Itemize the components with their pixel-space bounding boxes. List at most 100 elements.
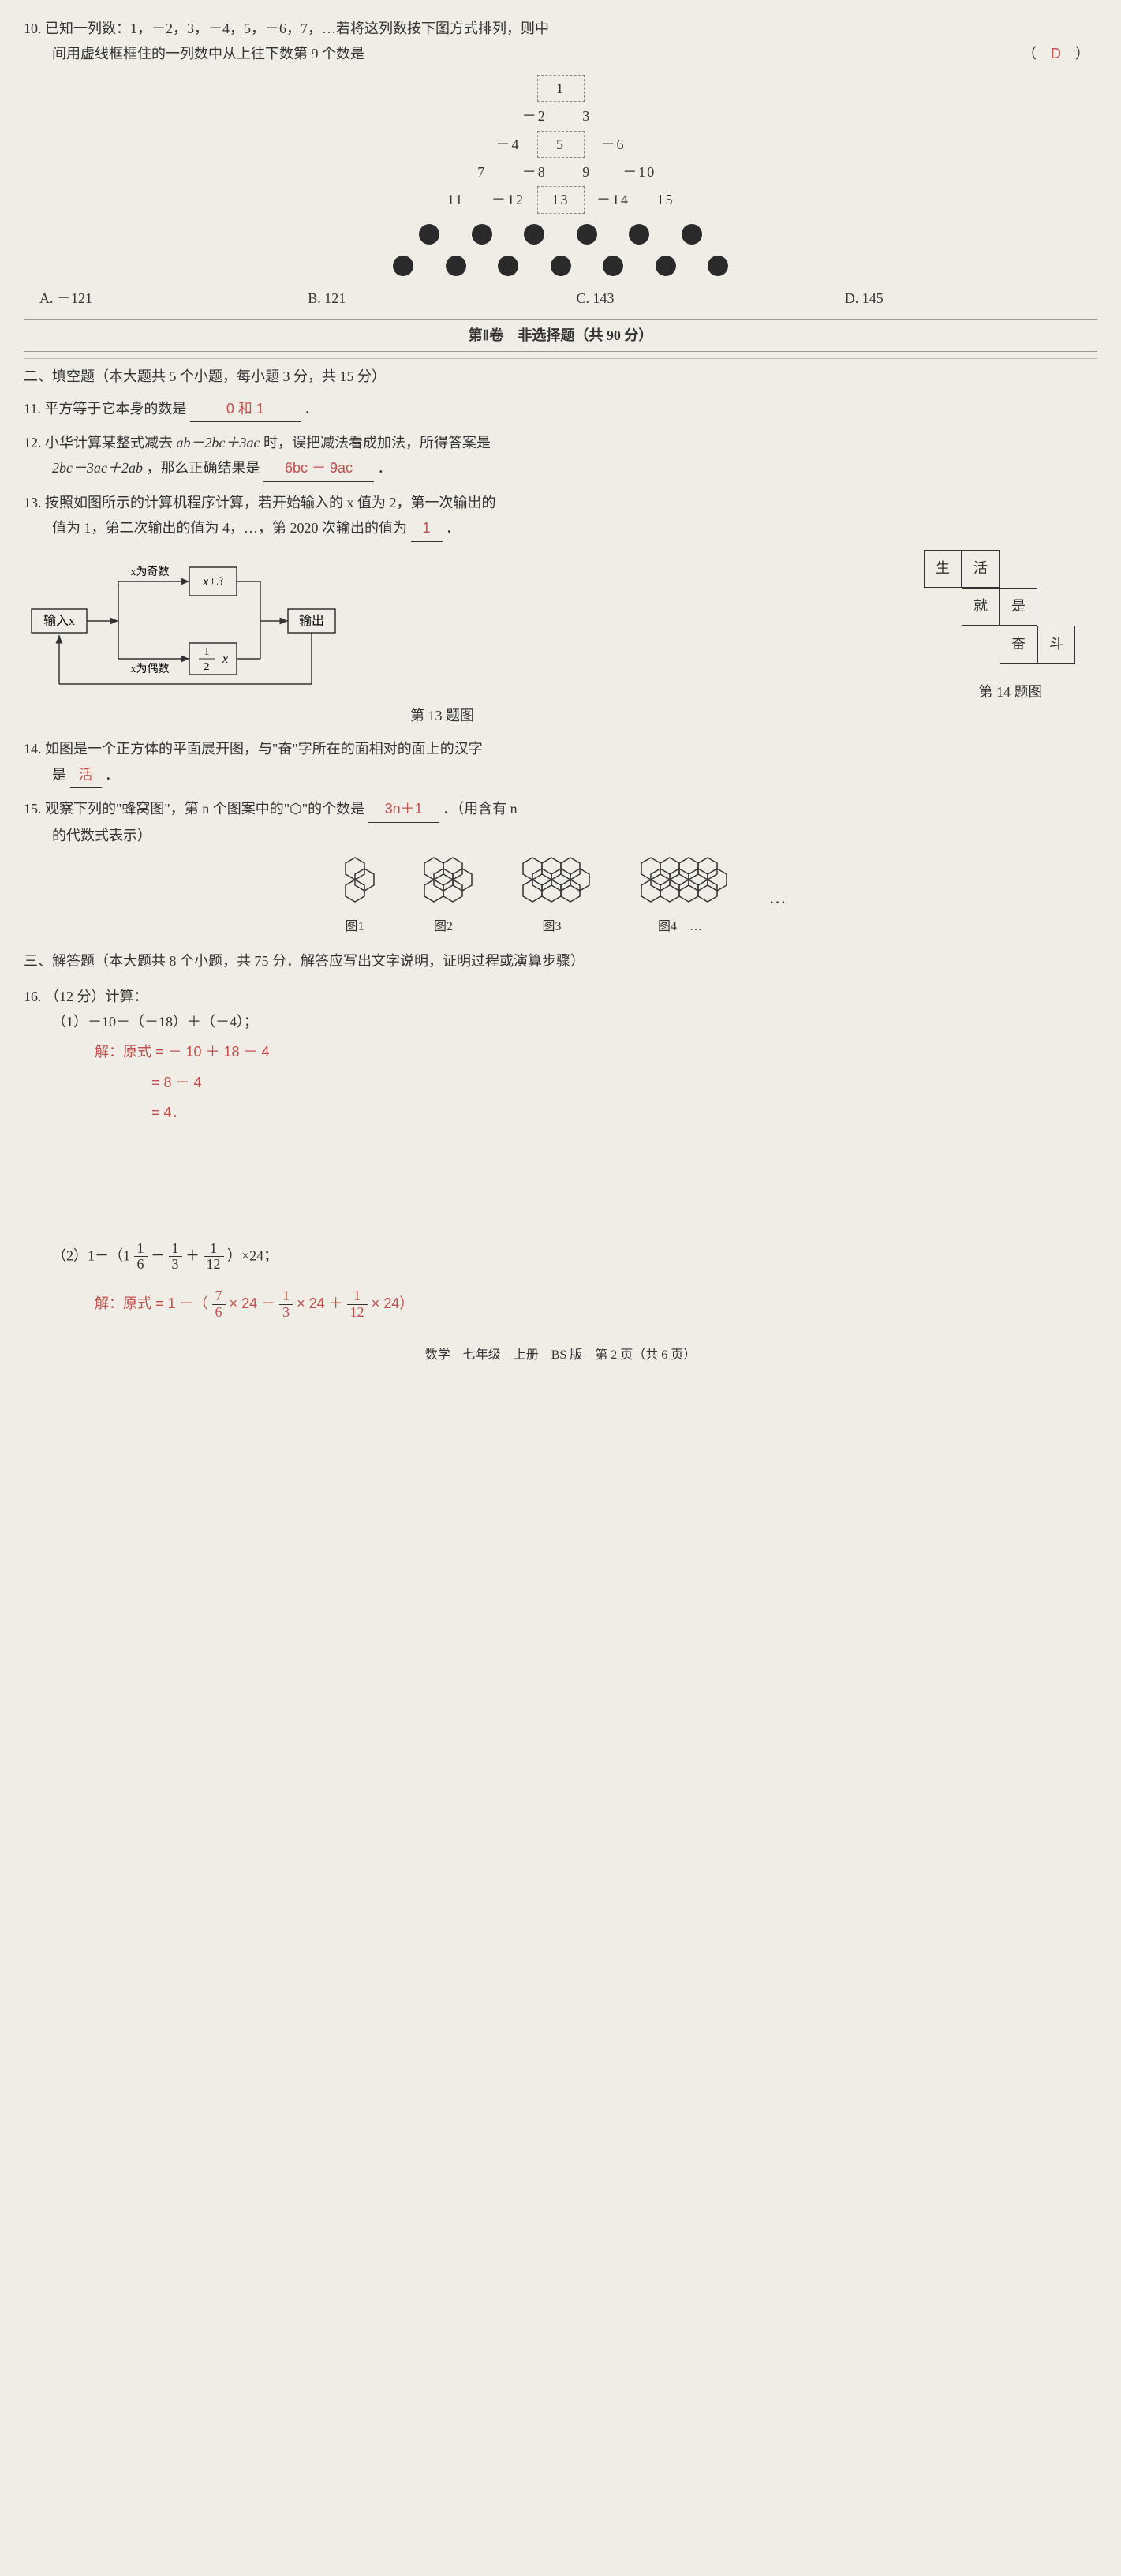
pyramid-r3c3: －6 — [589, 132, 637, 157]
q11-number: 11. — [24, 401, 41, 417]
q16-p2-suffix: ）×24； — [227, 1247, 278, 1263]
q15-line1a: 观察下列的"蜂窝图"，第 n 个图案中的"⬡"的个数是 — [45, 801, 364, 817]
hex-icon — [631, 856, 730, 903]
q11-tail: ． — [304, 401, 318, 417]
frac-num: 1 — [134, 1241, 148, 1258]
q12-number: 12. — [24, 435, 42, 451]
pyramid-r4c2: －8 — [510, 159, 558, 185]
question-10: 10. 已知一列数：1，－2，3，－4，5，－6，7，…若将这列数按下图方式排列… — [24, 16, 1097, 311]
frac-den: 6 — [134, 1257, 148, 1273]
frac-den: 3 — [169, 1257, 182, 1273]
q16-number: 16. — [24, 989, 42, 1004]
q12-line1a: 小华计算某整式减去 — [45, 435, 177, 451]
pyramid-r1c1: 1 — [537, 75, 585, 102]
flow-odd-label: x为奇数 — [131, 565, 170, 578]
frac-num: 1 — [204, 1241, 224, 1258]
frac-num: 7 — [212, 1288, 226, 1305]
question-14: 14. 如图是一个正方体的平面展开图，与"奋"字所在的面相对的面上的汉字 是 活… — [24, 736, 1097, 788]
pyramid-r4c4: －10 — [615, 159, 663, 185]
dot-icon — [419, 224, 439, 245]
times24b: × 24 ＋ — [297, 1295, 347, 1311]
frac-num: 1 — [279, 1288, 293, 1305]
q16-p2-s-prefix: 解：原式 = 1 －（ — [95, 1295, 208, 1311]
honey-2: 图2 — [414, 856, 473, 939]
frac-num: 1 — [347, 1288, 368, 1305]
cube-cell-1: 生 — [924, 550, 962, 588]
flow-even-var: x — [222, 652, 228, 666]
dot-icon — [472, 224, 492, 245]
q13-line1: 按照如图所示的计算机程序计算，若开始输入的 x 值为 2，第一次输出的 — [45, 495, 496, 510]
frac-den: 3 — [279, 1305, 293, 1321]
q14-line2a: 是 — [52, 767, 66, 783]
q15-blank: 3n＋1 — [368, 796, 439, 822]
spacer — [24, 1131, 1097, 1241]
hex-icon — [513, 856, 592, 903]
q16-head: （12 分）计算： — [45, 989, 148, 1004]
cube-cell-4: 是 — [1000, 588, 1037, 626]
pyramid-r5c4: －14 — [589, 187, 637, 212]
divider — [24, 358, 1097, 359]
frac-den: 6 — [212, 1305, 226, 1321]
q16-p1-s1: 解：原式 = － 10 ＋ 18 － 4 — [52, 1039, 1097, 1064]
ellipsis-icon: … — [769, 888, 787, 907]
q16-p2-question: （2）1－（1 16 － 13 ＋ 112 ）×24； — [52, 1241, 1097, 1273]
frac-den: 12 — [347, 1305, 368, 1321]
q16-p1-s3: = 4． — [52, 1100, 1097, 1125]
frac-den: 12 — [204, 1257, 224, 1273]
minus-sign: － — [151, 1247, 165, 1263]
dot-icon — [682, 224, 702, 245]
q12-expr2: 2bc－3ac＋2ab — [52, 460, 143, 476]
flow-input: 输入x — [43, 614, 75, 628]
cube-net: 生 活 就 是 奋 斗 — [924, 550, 1082, 676]
q16-part1: （1）－10－（－18）＋（－4）； 解：原式 = － 10 ＋ 18 － 4 … — [24, 1009, 1097, 1126]
q15-number: 15. — [24, 801, 42, 817]
q14-tail: ． — [105, 767, 119, 783]
figure-14: 生 活 就 是 奋 斗 第 14 题图 — [924, 550, 1097, 729]
dot-icon — [498, 256, 518, 276]
dots-row-1 — [24, 220, 1097, 245]
plus-sign: ＋ — [185, 1247, 200, 1263]
honey-4: 图4 … — [631, 856, 730, 939]
hex-icon — [335, 856, 375, 903]
question-12: 12. 小华计算某整式减去 ab－2bc＋3ac 时，误把减法看成加法，所得答案… — [24, 430, 1097, 482]
section-2-heading: 二、填空题（本大题共 5 个小题，每小题 3 分，共 15 分） — [24, 364, 1097, 389]
flow-even-label: x为偶数 — [131, 663, 170, 675]
question-13: 13. 按照如图所示的计算机程序计算，若开始输入的 x 值为 2，第一次输出的 … — [24, 490, 1097, 542]
flowchart-svg: 输入x x为奇数 x+3 x为偶数 1 2 x 输出 — [24, 550, 355, 692]
q12-line1b: 时，误把减法看成加法，所得答案是 — [263, 435, 491, 451]
pyramid-r5c1: 11 — [432, 187, 480, 212]
cube-cell-5: 奋 — [1000, 626, 1037, 664]
q15-line1b: ．（用含有 n — [443, 801, 518, 817]
pyramid-r5c5: 15 — [642, 187, 689, 212]
fig14-caption: 第 14 题图 — [924, 679, 1097, 705]
question-16: 16. （12 分）计算： （1）－10－（－18）＋（－4）； 解：原式 = … — [24, 984, 1097, 1321]
q14-blank: 活 — [70, 762, 102, 788]
q16-p1-s2: = 8 － 4 — [52, 1070, 1097, 1095]
pyramid-r4c3: 9 — [563, 159, 611, 185]
dot-icon — [524, 224, 544, 245]
dot-icon — [629, 224, 649, 245]
q12-blank: 6bc － 9ac — [263, 455, 374, 481]
pyramid-r2c2: 3 — [563, 103, 611, 129]
q14-line1: 如图是一个正方体的平面展开图，与"奋"字所在的面相对的面上的汉字 — [45, 741, 483, 757]
q13-tail: ． — [446, 520, 460, 536]
q16-p2-prefix: （2）1－（1 — [52, 1247, 130, 1263]
q10-options: A. －121 B. 121 C. 143 D. 145 — [24, 286, 1097, 311]
question-15: 15. 观察下列的"蜂窝图"，第 n 个图案中的"⬡"的个数是 3n＋1 ．（用… — [24, 796, 1097, 939]
honeycomb-figs: 图1 图2 — [24, 856, 1097, 939]
frac-num: 1 — [169, 1241, 182, 1258]
q16-part2: （2）1－（1 16 － 13 ＋ 112 ）×24； 解：原式 = 1 －（ … — [24, 1241, 1097, 1321]
times24c: × 24） — [372, 1295, 414, 1311]
pyramid-r3c1: －4 — [484, 132, 532, 157]
q16-p1-question: （1）－10－（－18）＋（－4）； — [52, 1009, 1097, 1034]
q10-pyramid: 1 －2 3 －4 5 －6 7 －8 9 －10 11 －12 13 －14 … — [24, 75, 1097, 278]
honey-label-1: 图1 — [335, 916, 375, 939]
pyramid-r3c2: 5 — [537, 131, 585, 158]
cube-cell-2: 活 — [962, 550, 1000, 588]
honey-label-2: 图2 — [414, 916, 473, 939]
cube-cell-6: 斗 — [1037, 626, 1075, 664]
q10-answer: D — [1051, 46, 1061, 62]
pyramid-r4c1: 7 — [458, 159, 506, 185]
section-2-title: 第Ⅱ卷 非选择题（共 90 分） — [24, 319, 1097, 352]
pyramid-r5c3: 13 — [537, 186, 585, 213]
